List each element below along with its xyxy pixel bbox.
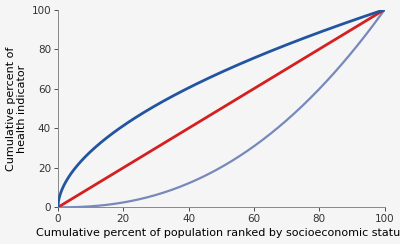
X-axis label: Cumulative percent of population ranked by socioeconomic status: Cumulative percent of population ranked … bbox=[36, 228, 400, 238]
Y-axis label: Cumulative percent of
health indicator: Cumulative percent of health indicator bbox=[6, 46, 27, 171]
